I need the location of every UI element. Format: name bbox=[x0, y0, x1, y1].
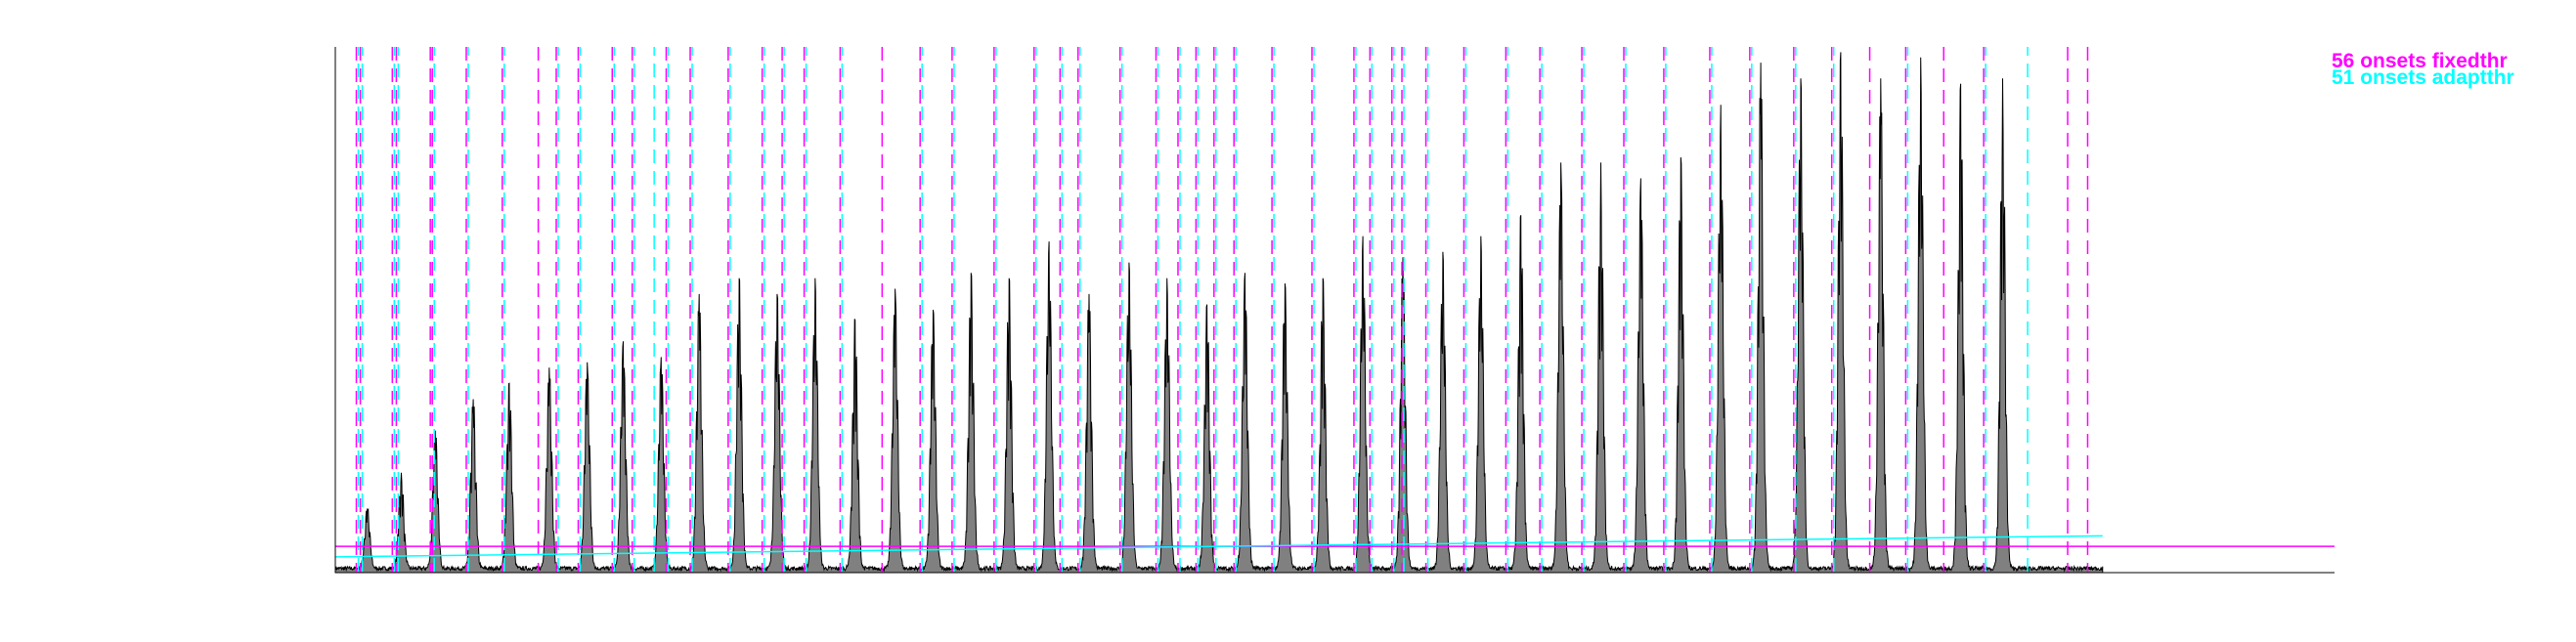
legend: 56 onsets fixedthr 51 onsets adaptthr bbox=[2332, 50, 2514, 89]
signal-area bbox=[334, 52, 2104, 574]
threshold-adaptthr bbox=[334, 535, 2103, 558]
signal-envelope bbox=[334, 52, 2104, 574]
onset-markers bbox=[355, 47, 2089, 573]
axes bbox=[334, 47, 2335, 574]
legend-fixedthr: 56 onsets fixedthr bbox=[2332, 50, 2508, 72]
threshold-lines bbox=[334, 535, 2335, 558]
legend-adaptthr: 51 onsets adaptthr bbox=[2332, 66, 2514, 89]
